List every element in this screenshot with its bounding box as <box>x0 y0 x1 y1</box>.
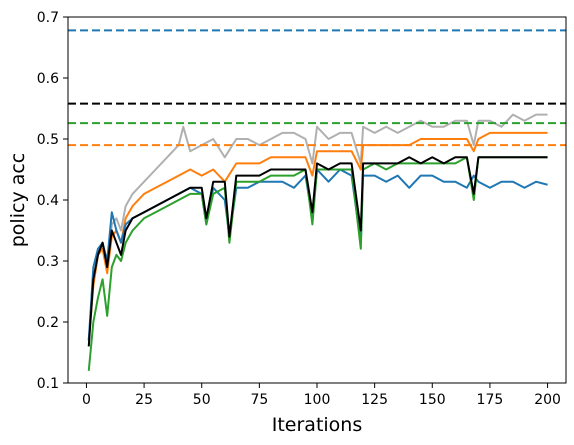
x-axis-label: Iterations <box>272 414 363 436</box>
x-tick-label: 0 <box>82 392 91 408</box>
x-tick-label: 125 <box>361 392 388 408</box>
plot-frame <box>67 16 567 384</box>
y-tick-label: 0.3 <box>37 254 59 270</box>
y-tick-label: 0.2 <box>37 315 59 331</box>
y-tick-label: 0.7 <box>37 10 59 26</box>
series-line-3 <box>87 168 548 341</box>
series-line-2 <box>87 131 548 341</box>
x-tick-label: 100 <box>304 392 331 408</box>
x-tick-label: 150 <box>419 392 446 408</box>
x-tick-label: 50 <box>193 392 211 408</box>
y-tick-label: 0.6 <box>37 71 59 87</box>
series-line-4 <box>87 156 548 371</box>
y-tick-label: 0.5 <box>37 132 59 148</box>
x-tick-label: 25 <box>135 392 153 408</box>
x-tick-label: 175 <box>477 392 504 408</box>
y-tick-label: 0.1 <box>37 376 59 392</box>
series-line-5 <box>87 156 548 347</box>
y-tick-label: 0.4 <box>37 193 59 209</box>
series-line-1 <box>87 113 548 341</box>
x-tick-label: 200 <box>534 392 561 408</box>
y-axis-label: policy acc <box>7 153 29 248</box>
x-tick-label: 75 <box>250 392 268 408</box>
